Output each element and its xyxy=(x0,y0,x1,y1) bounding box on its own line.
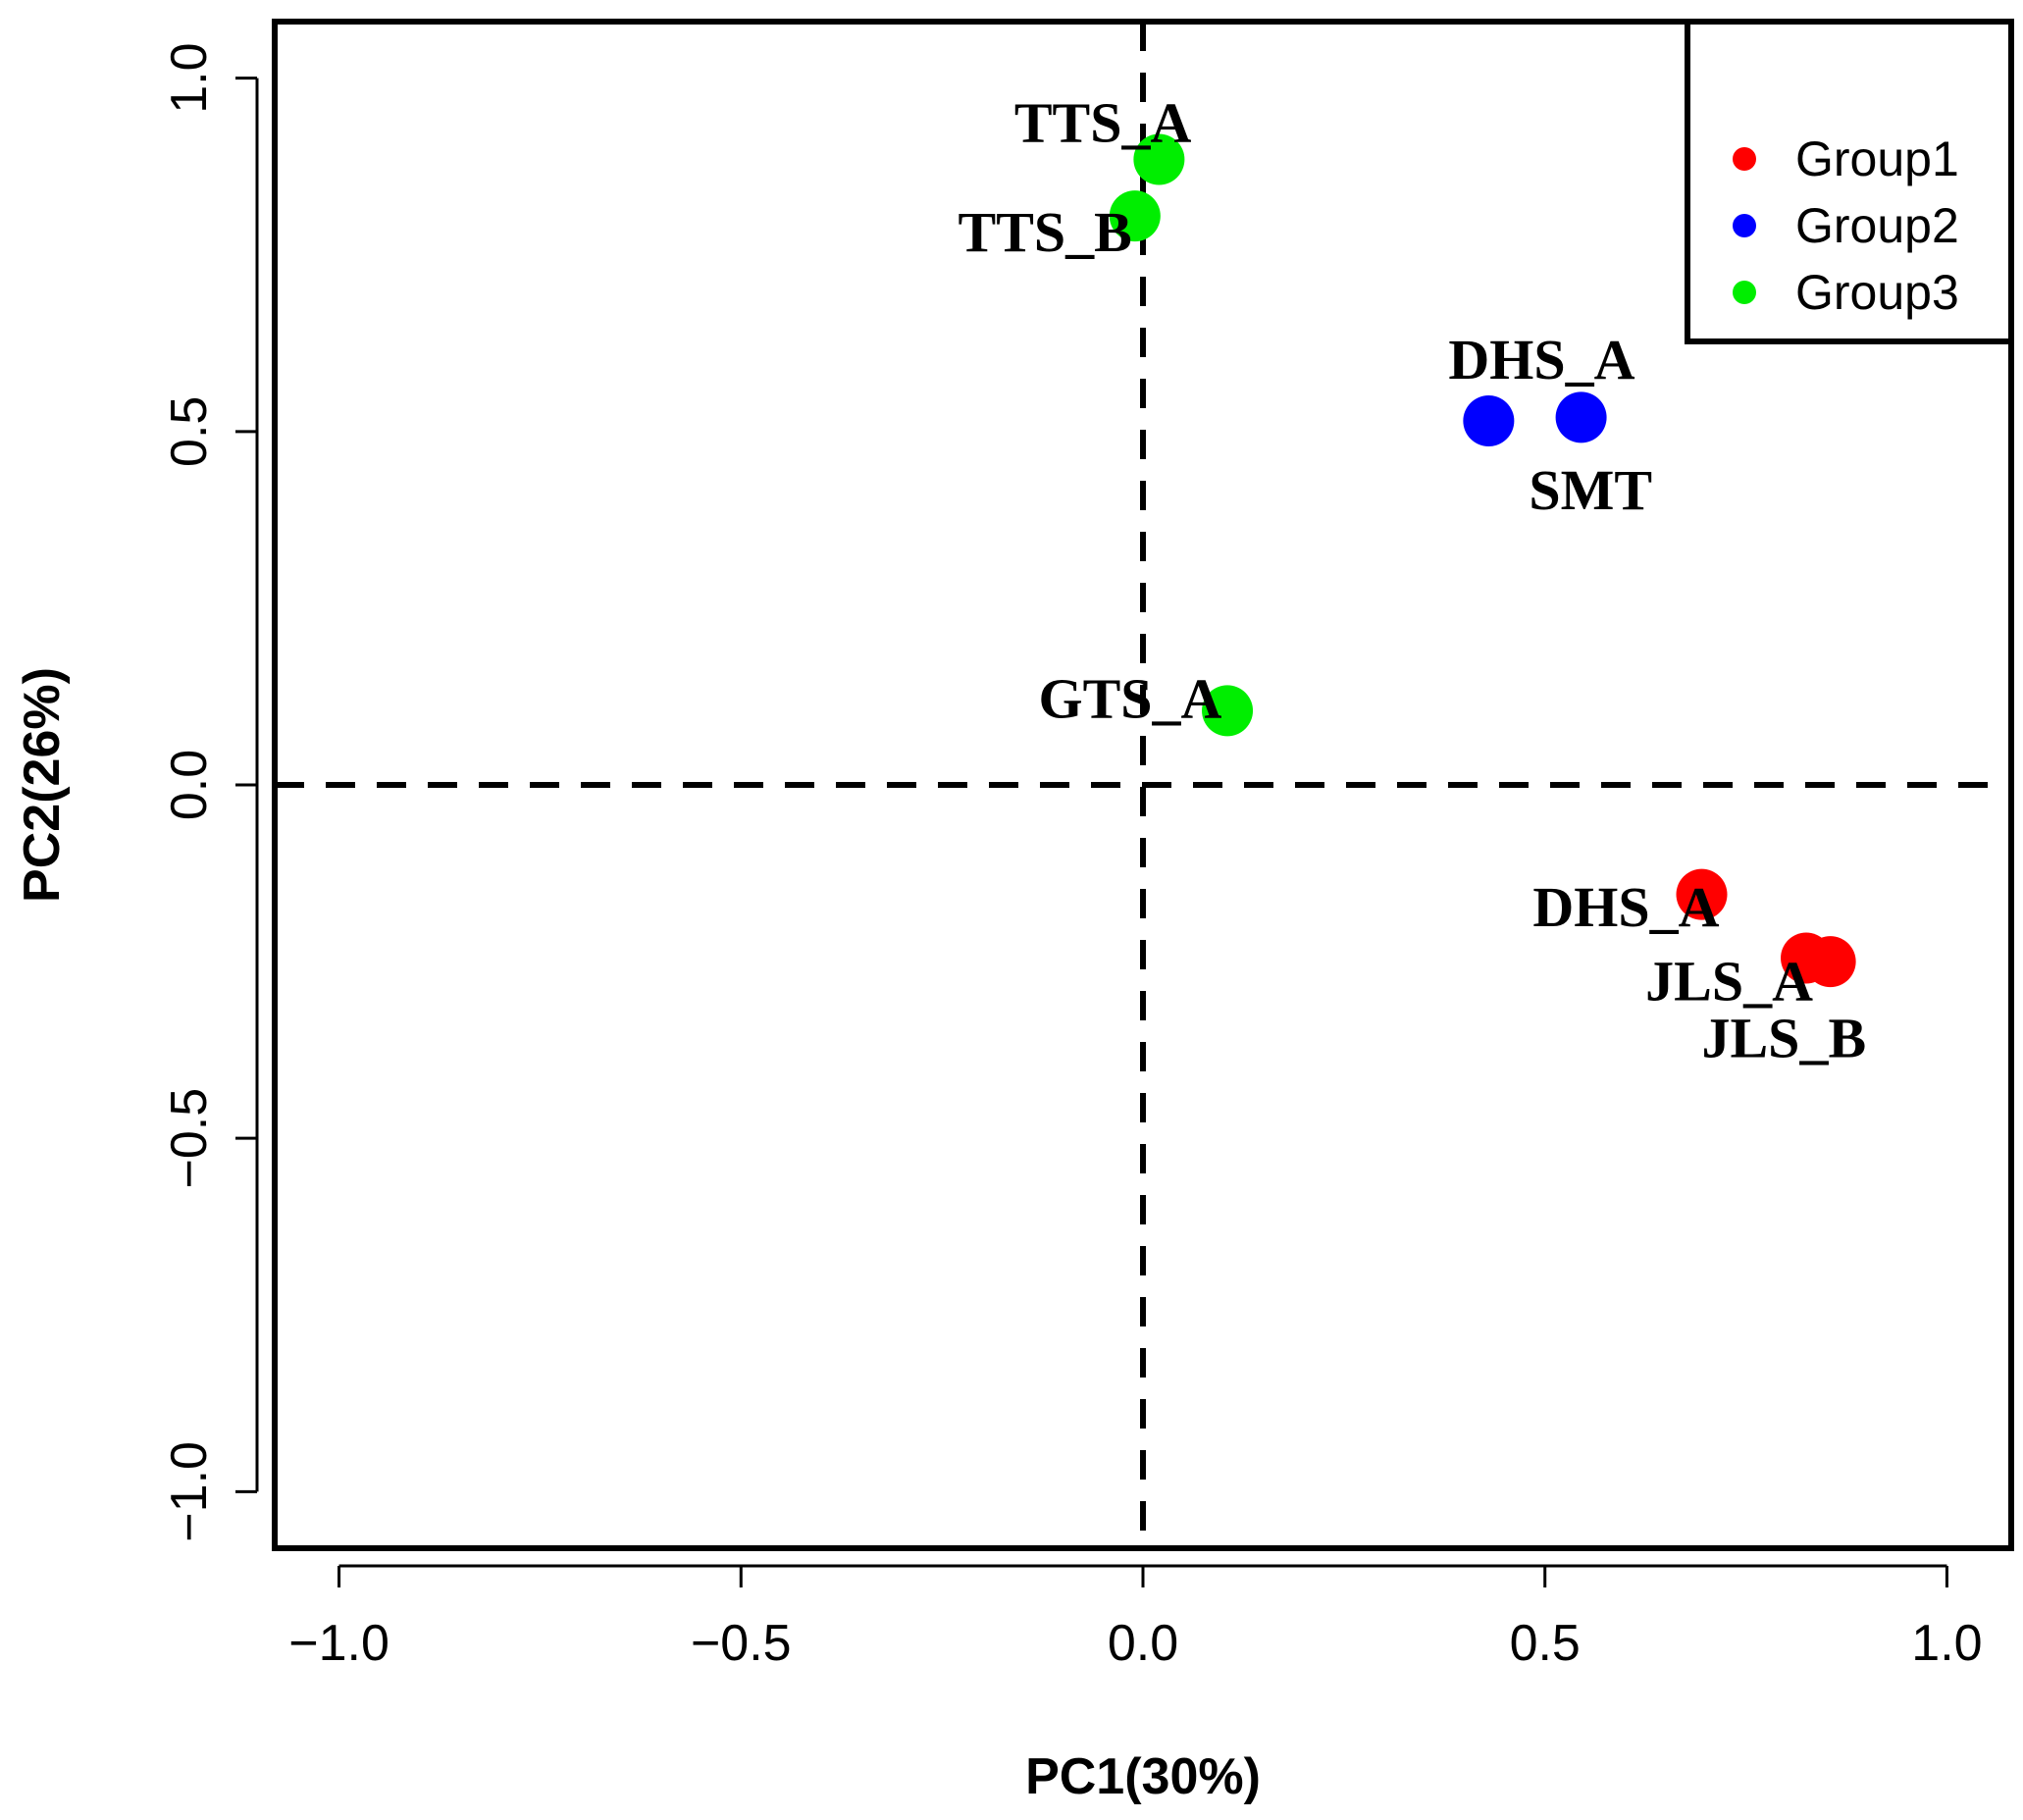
y-tick-label-3: 0.0 xyxy=(161,750,218,820)
point-group3-1 xyxy=(1133,133,1185,185)
plot-frame xyxy=(272,19,2014,1551)
reference-lines xyxy=(275,22,2011,1548)
x-tick-label-1: −1.0 xyxy=(288,1615,389,1672)
legend: Group1 Group2 Group3 xyxy=(1685,19,2014,344)
legend-label-group2: Group2 xyxy=(1795,198,1959,253)
point-group2-1 xyxy=(1463,395,1515,447)
y-tick-label-1: −1.0 xyxy=(161,1441,218,1542)
x-axis-title: PC1(30%) xyxy=(1025,1748,1261,1805)
x-tick-label-3: 0.0 xyxy=(1108,1615,1178,1672)
point-group1-3 xyxy=(1804,936,1856,988)
point-label-7: JLS_A xyxy=(1645,950,1813,1014)
point-group3-3 xyxy=(1202,685,1254,737)
legend-marker-group2 xyxy=(1733,214,1756,237)
legend-label-group1: Group1 xyxy=(1795,131,1959,186)
x-tick-label-4: 0.5 xyxy=(1510,1615,1581,1672)
x-axis: −1.0 −0.5 0.0 0.5 1.0 xyxy=(288,1564,1983,1672)
legend-marker-group3 xyxy=(1733,281,1756,304)
point-label-3: DHS_A xyxy=(1448,328,1634,391)
point-label-6: DHS_A xyxy=(1532,875,1719,939)
y-tick-label-5: 1.0 xyxy=(161,42,218,113)
point-label-2: TTS_B xyxy=(959,200,1132,264)
y-axis-title: PC2(26%) xyxy=(14,667,71,903)
point-group3-2 xyxy=(1109,190,1161,242)
point-label-1: TTS_A xyxy=(1014,90,1192,154)
y-tick-label-4: 0.5 xyxy=(161,396,218,467)
data-points xyxy=(1109,133,1856,988)
plot-border xyxy=(272,19,2014,1551)
x-tick-label-2: −0.5 xyxy=(691,1615,792,1672)
point-label-5: GTS_A xyxy=(1038,667,1221,731)
point-group2-2 xyxy=(1555,391,1607,443)
legend-marker-group1 xyxy=(1733,147,1756,171)
point-label-4: SMT xyxy=(1529,458,1652,522)
y-tick-label-2: −0.5 xyxy=(161,1088,218,1189)
point-group1-1 xyxy=(1676,868,1728,920)
x-tick-label-5: 1.0 xyxy=(1911,1615,1982,1672)
legend-label-group3: Group3 xyxy=(1795,265,1959,320)
y-axis: −1.0 −0.5 0.0 0.5 1.0 xyxy=(161,42,259,1542)
point-label-8: JLS_B xyxy=(1702,1006,1867,1069)
